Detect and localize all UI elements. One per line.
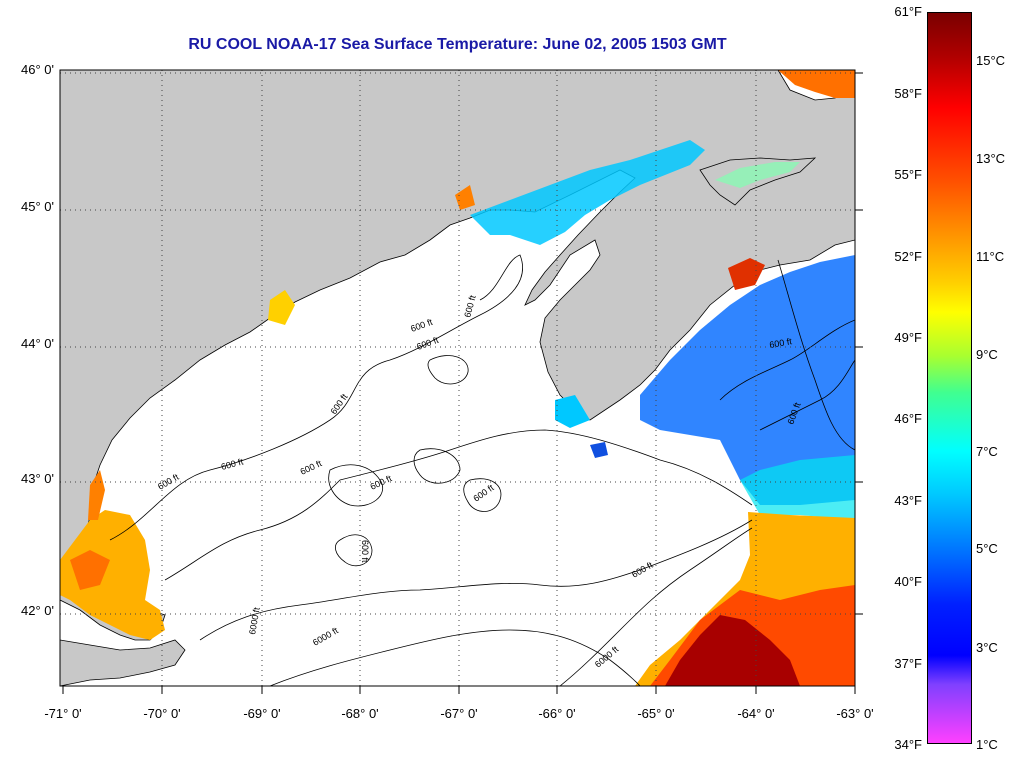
sst-northeast-warm	[778, 70, 855, 98]
fahrenheit-tick: 55°F	[894, 167, 922, 182]
sst-maine-coast-spot	[268, 290, 295, 325]
sst-cape-cod-bay	[60, 510, 165, 640]
lon-label: -66° 0'	[538, 706, 576, 721]
fahrenheit-tick: 49°F	[894, 330, 922, 345]
lat-label: 46° 0'	[21, 62, 54, 77]
fahrenheit-tick: 52°F	[894, 249, 922, 264]
fahrenheit-tick: 46°F	[894, 411, 922, 426]
lon-label: -63° 0'	[836, 706, 874, 721]
lon-label: -71° 0'	[44, 706, 82, 721]
lat-label: 44° 0'	[21, 336, 54, 351]
celsius-tick: 7°C	[976, 444, 998, 459]
lon-label: -67° 0'	[440, 706, 478, 721]
celsius-tick: 13°C	[976, 151, 1006, 166]
fahrenheit-tick: 61°F	[894, 4, 922, 19]
sst-cape-cod-bay-warm	[70, 550, 110, 590]
lon-label: -70° 0'	[143, 706, 181, 721]
sst-grand-manan	[555, 395, 590, 428]
bathymetry-contours	[109, 254, 855, 686]
celsius-tick: 3°C	[976, 640, 998, 655]
fahrenheit-tick: 37°F	[894, 656, 922, 671]
lat-label: 45° 0'	[21, 199, 54, 214]
axis-ticks	[62, 72, 863, 694]
sst-nova-scotia-cold	[715, 162, 800, 188]
fahrenheit-tick: 40°F	[894, 574, 922, 589]
land-south-shore	[60, 639, 186, 686]
lon-label: -64° 0'	[737, 706, 775, 721]
map-title: RU COOL NOAA-17 Sea Surface Temperature:…	[188, 36, 727, 53]
lat-label: 43° 0'	[21, 471, 54, 486]
lon-label: -69° 0'	[243, 706, 281, 721]
fahrenheit-tick: 34°F	[894, 737, 922, 752]
celsius-tick: 9°C	[976, 347, 998, 362]
sst-bay-warm-spot	[455, 185, 475, 210]
celsius-tick: 11°C	[976, 249, 1005, 264]
sst-cyan-band	[740, 455, 855, 520]
contour-label: 600 ft	[769, 336, 793, 350]
sst-bay-of-fundy	[470, 140, 705, 245]
lat-label: 42° 0'	[21, 603, 54, 618]
contour-label: 6000 ft	[247, 606, 262, 635]
celsius-tick: 15°C	[976, 53, 1006, 68]
map-frame	[59, 69, 856, 687]
sst-georges-cold-patch	[590, 442, 608, 458]
lon-label: -65° 0'	[637, 706, 675, 721]
sst-gulf-stream-hot	[665, 615, 800, 686]
temperature-colorbar	[927, 12, 972, 744]
fahrenheit-tick: 58°F	[894, 86, 922, 101]
fahrenheit-tick: 43°F	[894, 493, 922, 508]
celsius-tick: 5°C	[976, 541, 998, 556]
contour-label: 600 ft	[360, 540, 370, 563]
lon-label: -68° 0'	[341, 706, 379, 721]
celsius-tick: 1°C	[976, 737, 998, 752]
